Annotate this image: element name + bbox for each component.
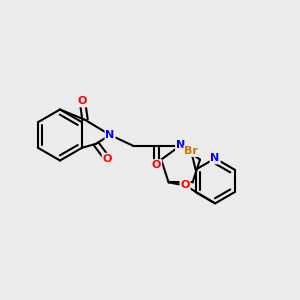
Text: O: O	[152, 160, 161, 170]
Text: N: N	[106, 130, 115, 140]
Text: O: O	[180, 180, 190, 190]
Text: Br: Br	[184, 146, 198, 156]
Text: N: N	[176, 140, 185, 151]
Text: N: N	[211, 153, 220, 164]
Text: O: O	[78, 96, 87, 106]
Text: O: O	[103, 154, 112, 164]
